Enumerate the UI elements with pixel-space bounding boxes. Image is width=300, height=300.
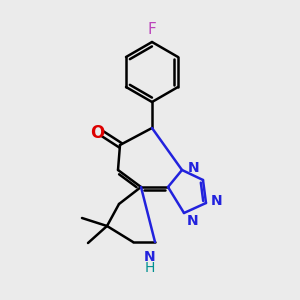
Text: N: N xyxy=(188,161,200,175)
Text: F: F xyxy=(148,22,156,38)
Text: N: N xyxy=(211,194,223,208)
Text: H: H xyxy=(145,261,155,275)
Text: O: O xyxy=(90,124,104,142)
Text: N: N xyxy=(144,250,156,264)
Text: N: N xyxy=(187,214,199,228)
